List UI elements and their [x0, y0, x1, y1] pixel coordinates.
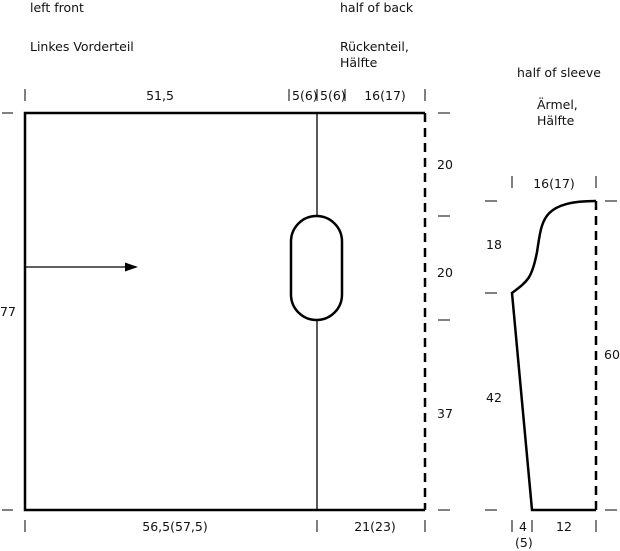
back-title-en: half of back [340, 0, 414, 15]
dim-sleeve-bottom-left-alt: (5) [515, 535, 533, 550]
dim-sleeve-top: 16(17) [533, 176, 575, 191]
dim-top-neck-2: 5(6) [320, 88, 346, 103]
dim-sleeve-bottom-left: 4 [519, 519, 527, 534]
dim-top-back: 16(17) [364, 88, 406, 103]
dim-right-1: 20 [437, 157, 453, 172]
dim-right-3: 37 [437, 406, 453, 421]
back-title-de-2: Hälfte [340, 55, 378, 70]
dim-sleeve-lower: 42 [486, 390, 502, 405]
front-title-en: left front [30, 0, 84, 15]
knit-direction-arrow-head [125, 262, 138, 272]
dim-sleeve-cap: 18 [486, 237, 502, 252]
sleeve-title-de-1: Ärmel, [537, 97, 578, 112]
back-title-de-1: Rückenteil, [340, 39, 409, 54]
armhole-outline [289, 214, 344, 322]
dim-sleeve-bottom-right: 12 [556, 519, 572, 534]
sleeve-outline [510, 199, 597, 512]
dim-height: 77 [0, 304, 16, 319]
dim-sleeve-total: 60 [604, 347, 620, 362]
dim-right-2: 20 [437, 265, 453, 280]
dim-top-front: 51,5 [146, 88, 174, 103]
dim-bottom-back: 21(23) [354, 519, 396, 534]
sleeve-title-en: half of sleeve [517, 65, 601, 80]
sleeve-title-de-2: Hälfte [537, 113, 575, 128]
body-outline [23, 111, 425, 512]
dim-bottom-front: 56,5(57,5) [142, 519, 208, 534]
front-title-de: Linkes Vorderteil [30, 39, 134, 54]
dim-top-neck: 5(6) [292, 88, 318, 103]
